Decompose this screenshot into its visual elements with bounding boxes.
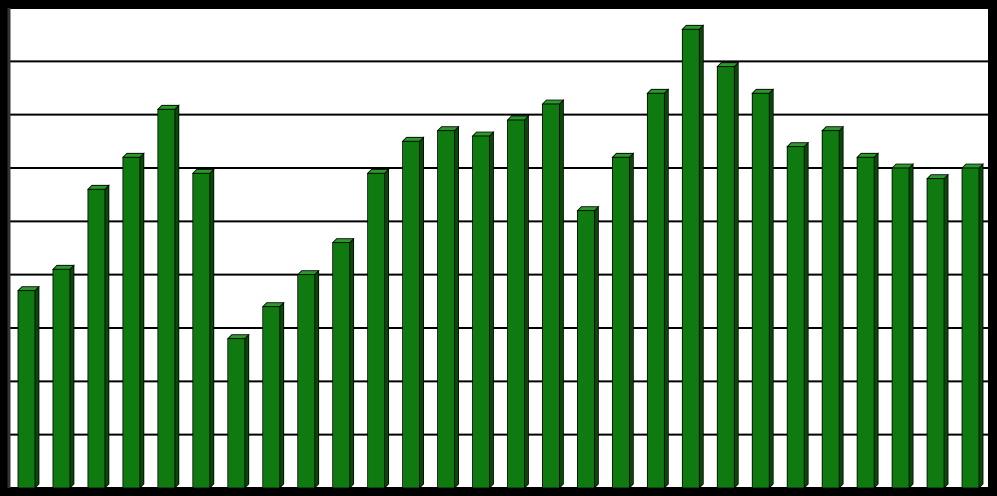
bar-side	[279, 301, 285, 489]
bar-side	[384, 168, 390, 489]
bar-side	[174, 104, 180, 489]
bar	[926, 178, 945, 489]
bar-side	[594, 205, 599, 489]
bar	[122, 156, 141, 489]
bar-top	[681, 24, 705, 30]
bar-top	[121, 152, 145, 158]
bar-side	[628, 152, 634, 489]
bar	[402, 140, 420, 489]
bar	[17, 290, 36, 489]
bar	[507, 119, 525, 489]
bar-top	[191, 168, 215, 174]
bar	[472, 135, 490, 489]
bar	[157, 108, 176, 489]
bar-side	[419, 136, 424, 489]
bar-side	[244, 333, 250, 489]
bar-top	[716, 62, 740, 68]
bar-side	[768, 88, 774, 489]
bar-top	[261, 302, 285, 308]
bar	[437, 130, 455, 489]
bar-side	[524, 115, 529, 489]
bar-top	[226, 334, 250, 340]
bar	[227, 338, 246, 489]
bar	[577, 210, 595, 489]
bar-top	[751, 88, 775, 94]
bar-side	[803, 141, 809, 489]
bar	[297, 274, 316, 489]
bar-side	[663, 88, 669, 489]
bar-top	[856, 152, 880, 158]
bar	[367, 172, 386, 489]
bar-top	[401, 136, 425, 142]
bar-top	[576, 206, 600, 212]
bar-top	[926, 174, 950, 180]
bar-top	[541, 99, 565, 105]
bar	[891, 167, 910, 489]
bar	[262, 306, 281, 489]
bar-top	[891, 163, 915, 169]
bar	[52, 268, 71, 489]
bar-top	[86, 184, 110, 190]
bar	[681, 28, 700, 489]
bar-side	[209, 168, 215, 489]
bar-side	[69, 264, 75, 489]
bar	[856, 156, 875, 489]
bar-side	[978, 163, 984, 489]
bar-side	[873, 152, 879, 489]
bar	[87, 188, 106, 489]
bar	[611, 156, 630, 489]
bar-top	[51, 264, 75, 270]
bar-side	[943, 173, 949, 489]
bar-top	[366, 168, 390, 174]
bar-top	[961, 163, 984, 169]
bar-side	[34, 285, 40, 489]
bar-top	[646, 88, 670, 94]
bar-top	[296, 270, 320, 276]
bar-side	[908, 163, 914, 489]
bar-side	[698, 24, 704, 489]
bar-top	[506, 115, 530, 121]
bar	[192, 172, 211, 489]
bar	[332, 242, 351, 489]
bar	[751, 92, 770, 489]
bar	[646, 92, 665, 489]
bar	[716, 66, 735, 489]
bar-side	[314, 269, 320, 489]
bar-top	[17, 286, 40, 292]
bar-side	[733, 61, 739, 489]
bar-side	[454, 125, 459, 489]
bar-top	[471, 131, 495, 137]
bar-side	[489, 131, 494, 489]
bar	[961, 167, 980, 489]
bar-top	[156, 104, 180, 110]
bar-top	[611, 152, 635, 158]
bar-top	[436, 126, 460, 132]
bar-top	[821, 126, 845, 132]
bar	[786, 146, 805, 489]
bar-side	[838, 125, 844, 489]
bar-top	[786, 142, 810, 148]
bar-side	[104, 184, 110, 489]
bar-side	[139, 152, 145, 489]
bar-side	[559, 99, 564, 489]
bar	[542, 103, 560, 489]
bar	[821, 130, 840, 489]
bar-top	[331, 238, 355, 244]
bar-side	[349, 237, 355, 489]
